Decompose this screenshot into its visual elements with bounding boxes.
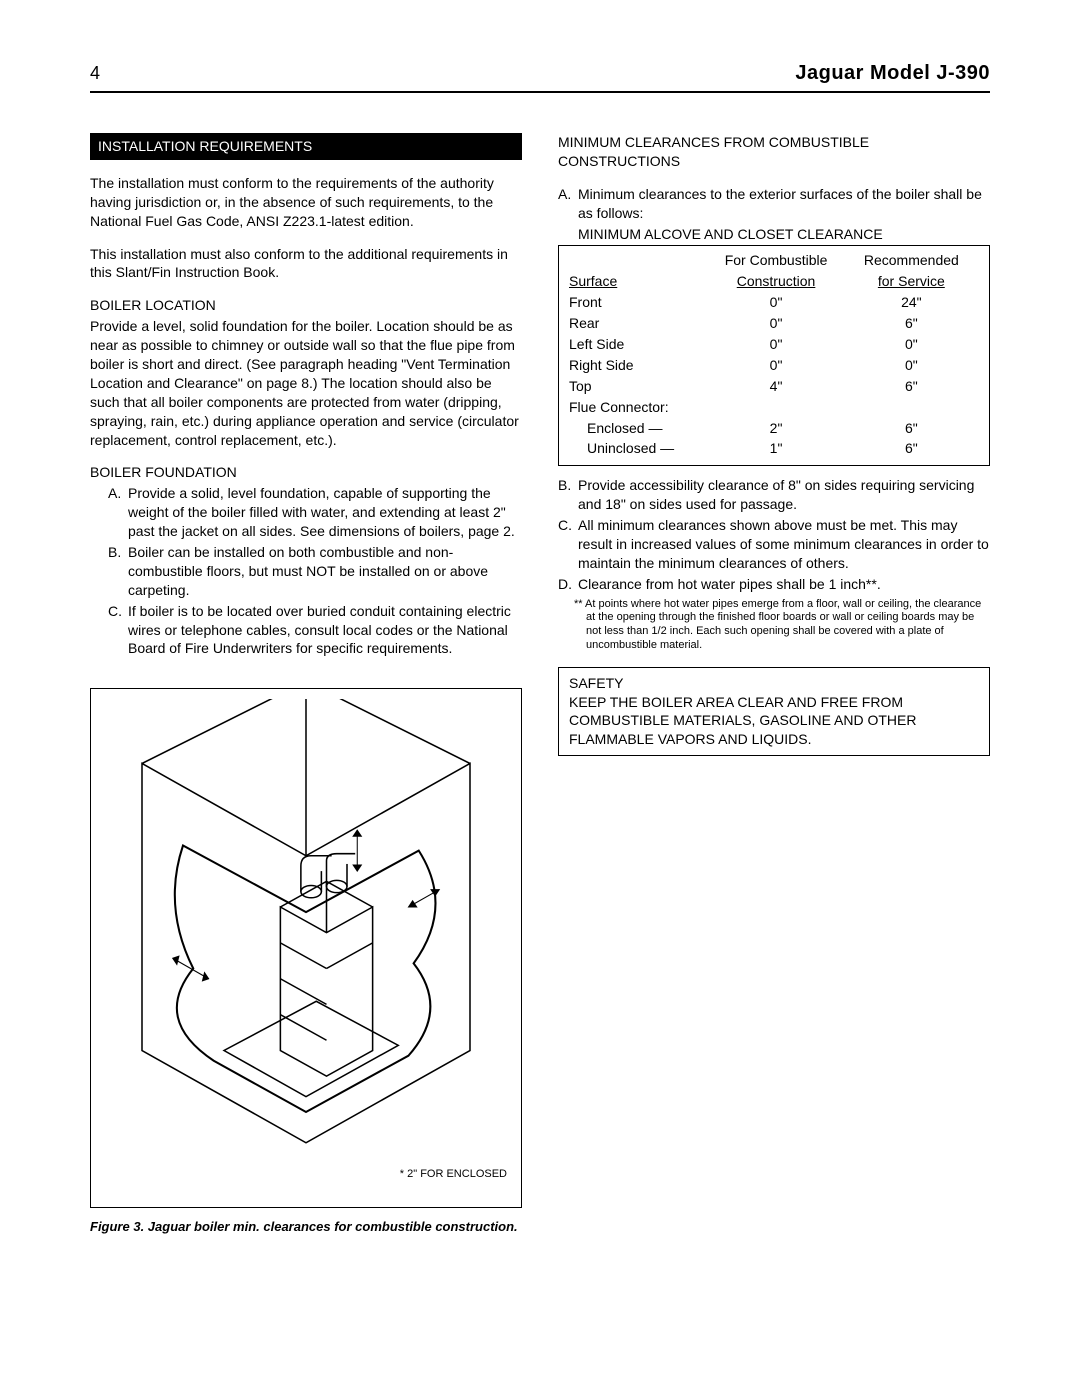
list-letter: A.	[108, 484, 128, 541]
table-row: Right Side0"0"	[569, 355, 979, 376]
list-item: A. Provide a solid, level foundation, ca…	[108, 484, 522, 541]
list-letter: A.	[558, 185, 578, 223]
cell-combustible: 0"	[708, 334, 843, 355]
right-column: MINIMUM CLEARANCES FROM COMBUSTIBLE CONS…	[558, 133, 990, 1250]
safety-body: KEEP THE BOILER AREA CLEAR AND FREE FROM…	[569, 693, 979, 750]
cell-combustible: 0"	[708, 355, 843, 376]
table-row: Top4"6"	[569, 376, 979, 397]
list-item: C. If boiler is to be located over burie…	[108, 602, 522, 659]
table-row: Rear0"6"	[569, 313, 979, 334]
figure-caption: Figure 3. Jaguar boiler min. clearances …	[90, 1218, 522, 1236]
clearance-item-a: A. Minimum clearances to the exterior su…	[558, 185, 990, 223]
list-text: Provide accessibility clearance of 8" on…	[578, 476, 990, 514]
list-text: Boiler can be installed on both combusti…	[128, 543, 522, 600]
table-row: Uninclosed —1"6"	[569, 438, 979, 459]
table-col3-head1: Recommended	[844, 250, 979, 271]
safety-box: SAFETY KEEP THE BOILER AREA CLEAR AND FR…	[558, 667, 990, 757]
table-col1-head: Surface	[569, 273, 617, 289]
cell-service: 24"	[844, 292, 979, 313]
table-col3-head2: for Service	[878, 273, 945, 289]
cell-surface: Enclosed —	[569, 418, 708, 439]
boiler-location-body: Provide a level, solid foundation for th…	[90, 317, 522, 449]
cell-combustible: 0"	[708, 313, 843, 334]
table-title: MINIMUM ALCOVE AND CLOSET CLEARANCE	[558, 225, 990, 244]
cell-surface: Front	[569, 292, 708, 313]
cell-service: 0"	[844, 355, 979, 376]
content-columns: INSTALLATION REQUIREMENTS The installati…	[90, 133, 990, 1250]
cell-combustible: 1"	[708, 438, 843, 459]
intro-paragraph-1: The installation must conform to the req…	[90, 174, 522, 231]
clearance-table: For Combustible Recommended Surface Cons…	[558, 245, 990, 466]
figure-inline-label: * 2" FOR ENCLOSED	[400, 1167, 507, 1182]
list-letter: D.	[558, 575, 578, 594]
boiler-location-heading: BOILER LOCATION	[90, 296, 522, 315]
flue-connector-label: Flue Connector:	[569, 397, 979, 418]
list-letter: B.	[108, 543, 128, 600]
table-col2-head1: For Combustible	[708, 250, 843, 271]
list-text: Minimum clearances to the exterior surfa…	[578, 185, 990, 223]
table-row: Enclosed —2"6"	[569, 418, 979, 439]
table-header-row: For Combustible Recommended	[569, 250, 979, 271]
model-title: Jaguar Model J-390	[795, 60, 990, 87]
cell-service: 6"	[844, 438, 979, 459]
table-row: Front0"24"	[569, 292, 979, 313]
list-text: Provide a solid, level foundation, capab…	[128, 484, 522, 541]
cell-surface: Left Side	[569, 334, 708, 355]
figure-3-box: * 2" FOR ENCLOSED	[90, 688, 522, 1208]
cell-surface: Uninclosed —	[569, 438, 708, 459]
safety-heading: SAFETY	[569, 674, 979, 693]
cell-combustible: 2"	[708, 418, 843, 439]
list-letter: B.	[558, 476, 578, 514]
list-item: D. Clearance from hot water pipes shall …	[558, 575, 990, 594]
installation-requirements-heading: INSTALLATION REQUIREMENTS	[90, 133, 522, 160]
list-item: B. Boiler can be installed on both combu…	[108, 543, 522, 600]
list-text: Clearance from hot water pipes shall be …	[578, 575, 990, 594]
cell-surface: Rear	[569, 313, 708, 334]
list-item: C. All minimum clearances shown above mu…	[558, 516, 990, 573]
cell-service: 6"	[844, 418, 979, 439]
list-letter: C.	[558, 516, 578, 573]
footnote: ** At points where hot water pipes emerg…	[558, 598, 990, 653]
list-letter: C.	[108, 602, 128, 659]
cell-surface: Top	[569, 376, 708, 397]
intro-paragraph-2: This installation must also conform to t…	[90, 245, 522, 283]
table-row: Flue Connector:	[569, 397, 979, 418]
list-text: If boiler is to be located over buried c…	[128, 602, 522, 659]
cell-service: 6"	[844, 313, 979, 334]
cell-service: 6"	[844, 376, 979, 397]
clearance-items-bcd: B. Provide accessibility clearance of 8"…	[558, 476, 990, 593]
boiler-foundation-heading: BOILER FOUNDATION	[90, 463, 522, 482]
table-row: Left Side0"0"	[569, 334, 979, 355]
cell-service: 0"	[844, 334, 979, 355]
left-column: INSTALLATION REQUIREMENTS The installati…	[90, 133, 522, 1250]
cell-combustible: 0"	[708, 292, 843, 313]
foundation-list: A. Provide a solid, level foundation, ca…	[90, 484, 522, 658]
boiler-clearance-diagram	[101, 699, 511, 1197]
table-header-row-2: Surface Construction for Service	[569, 271, 979, 292]
table-col2-head2: Construction	[737, 273, 816, 289]
page-header: 4 Jaguar Model J-390	[90, 60, 990, 93]
list-item: B. Provide accessibility clearance of 8"…	[558, 476, 990, 514]
cell-combustible: 4"	[708, 376, 843, 397]
cell-surface: Right Side	[569, 355, 708, 376]
page-number: 4	[90, 61, 100, 85]
clearances-heading: MINIMUM CLEARANCES FROM COMBUSTIBLE CONS…	[558, 133, 990, 171]
list-text: All minimum clearances shown above must …	[578, 516, 990, 573]
